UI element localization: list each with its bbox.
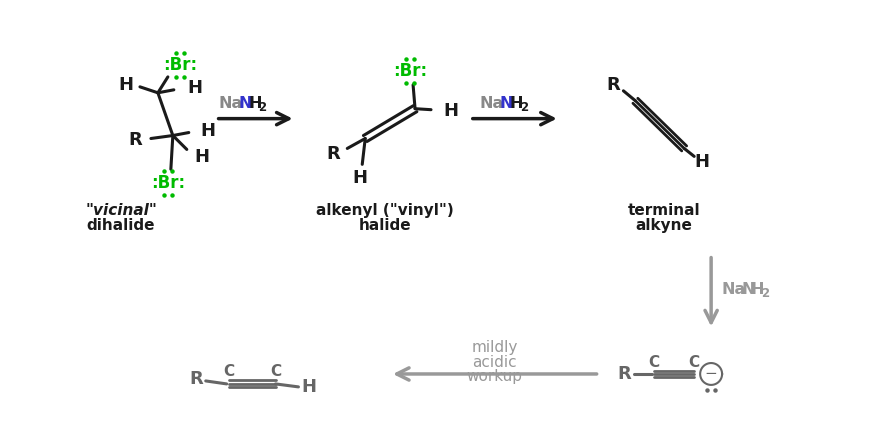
Text: H: H <box>302 378 316 396</box>
Text: dihalide: dihalide <box>87 219 156 233</box>
Text: H: H <box>201 121 216 140</box>
Text: H: H <box>195 148 210 166</box>
Text: H: H <box>188 79 203 97</box>
Text: H: H <box>248 96 262 111</box>
Text: "vicinal": "vicinal" <box>85 203 157 218</box>
Text: Na: Na <box>480 96 504 111</box>
Text: :Br:: :Br: <box>393 62 427 80</box>
Text: Na: Na <box>218 96 243 111</box>
Text: 2: 2 <box>259 101 267 114</box>
Text: :Br:: :Br: <box>163 56 197 74</box>
Text: H: H <box>510 96 524 111</box>
Text: H: H <box>751 282 765 297</box>
Text: H: H <box>443 102 458 120</box>
Text: C: C <box>689 355 700 369</box>
Text: acidic: acidic <box>473 355 517 369</box>
Text: R: R <box>607 76 621 94</box>
Text: C: C <box>270 365 281 379</box>
Text: halide: halide <box>359 219 412 233</box>
Text: H: H <box>119 76 134 94</box>
Text: :Br:: :Br: <box>151 174 185 192</box>
Text: mildly: mildly <box>472 340 518 355</box>
Text: N: N <box>239 96 252 111</box>
Text: 2: 2 <box>761 287 769 300</box>
Text: R: R <box>618 365 631 383</box>
Text: C: C <box>649 355 660 369</box>
Text: workup: workup <box>467 369 523 384</box>
Text: N: N <box>741 282 754 297</box>
Text: 2: 2 <box>520 101 528 114</box>
Text: alkyne: alkyne <box>636 219 693 233</box>
Text: C: C <box>223 365 234 379</box>
Text: R: R <box>128 131 142 149</box>
Text: −: − <box>704 366 718 381</box>
Text: terminal: terminal <box>628 203 701 218</box>
Text: alkenyl ("vinyl"): alkenyl ("vinyl") <box>316 203 454 218</box>
Text: Na: Na <box>721 282 746 297</box>
Text: N: N <box>500 96 513 111</box>
Text: H: H <box>353 169 368 187</box>
Text: R: R <box>189 370 203 388</box>
Text: R: R <box>327 146 340 163</box>
Text: H: H <box>695 153 710 172</box>
